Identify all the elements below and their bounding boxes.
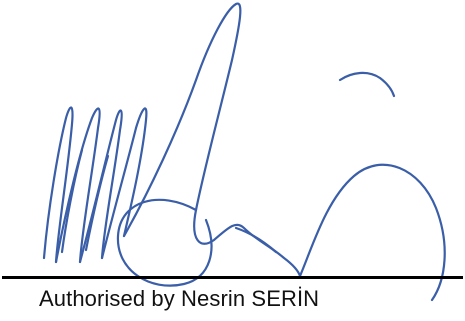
signature-line [2, 276, 463, 279]
authorised-by-caption: Authorised by Nesrin SERİN [39, 286, 320, 311]
